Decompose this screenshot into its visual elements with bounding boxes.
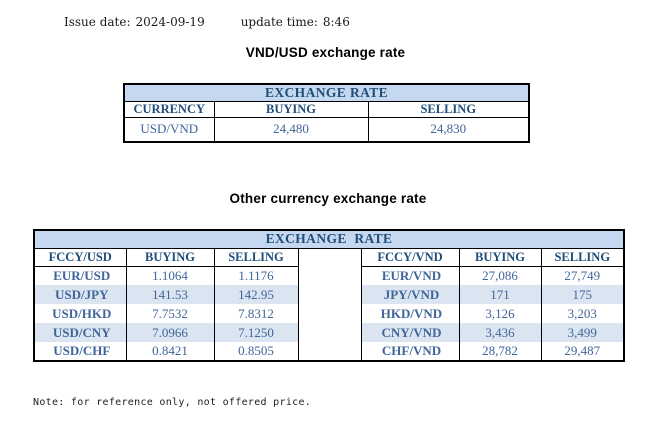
table-band-title: EXCHANGE RATE	[123, 83, 530, 102]
currency-pair-cell: USD/CNY	[33, 323, 127, 342]
buying-rate-cell: 0.8421	[125, 342, 215, 361]
table-row: USD/CHF 0.8421 0.8505 CHF/VND 28,782 29,…	[33, 342, 625, 361]
buying-rate-cell: 3,436	[458, 323, 542, 342]
currency-pair-cell: USD/CHF	[33, 342, 127, 361]
issue-date-value: 2024-09-19	[135, 15, 205, 29]
header-selling-left: SELLING	[213, 247, 299, 267]
selling-rate-cell: 3,499	[540, 323, 625, 342]
currency-pair-cell: HKD/VND	[360, 304, 460, 323]
table-row: USD/VND 24,480 24,830	[123, 117, 530, 142]
currency-pair-cell: EUR/USD	[33, 266, 127, 285]
spacer-column	[297, 247, 362, 362]
header-buying: BUYING	[213, 101, 369, 118]
other-currency-rate-table: EXCHANGE RATE FCCY/USD BUYING SELLING FC…	[33, 229, 626, 362]
selling-rate-cell: 0.8505	[213, 342, 299, 361]
selling-rate-cell: 175	[540, 285, 625, 304]
header-buying-right: BUYING	[458, 247, 542, 267]
buying-rate-cell: 141.53	[125, 285, 215, 304]
table-row: EUR/USD 1.1064 1.1176 EUR/VND 27,086 27,…	[33, 266, 625, 285]
selling-rate-cell: 7.1250	[213, 323, 299, 342]
table-band-title: EXCHANGE RATE	[33, 229, 625, 249]
table-row: USD/CNY 7.0966 7.1250 CNY/VND 3,436 3,49…	[33, 323, 625, 342]
table-header-row: FCCY/USD BUYING SELLING FCCY/VND BUYING …	[33, 247, 625, 362]
header-fccy-vnd: FCCY/VND	[360, 247, 460, 267]
buying-rate-cell: 27,086	[458, 266, 542, 285]
selling-rate-cell: 7.8312	[213, 304, 299, 323]
selling-rate-cell: 1.1176	[213, 266, 299, 285]
table-row: USD/HKD 7.7532 7.8312 HKD/VND 3,126 3,20…	[33, 304, 625, 323]
usd-vnd-rate-table: EXCHANGE RATE CURRENCY BUYING SELLING US…	[123, 83, 531, 143]
selling-rate-cell: 142.95	[213, 285, 299, 304]
selling-rate-cell: 24,830	[367, 117, 530, 142]
header-buying-left: BUYING	[125, 247, 215, 267]
header-currency: CURRENCY	[123, 101, 215, 118]
table-header-row: CURRENCY BUYING SELLING	[123, 101, 530, 118]
table-row: USD/JPY 141.53 142.95 JPY/VND 171 175	[33, 285, 625, 304]
header-selling-right: SELLING	[540, 247, 625, 267]
issue-info-line: Issue date: 2024-09-19 update time: 8:46	[64, 15, 350, 29]
header-selling: SELLING	[367, 101, 530, 118]
buying-rate-cell: 3,126	[458, 304, 542, 323]
buying-rate-cell: 171	[458, 285, 542, 304]
currency-pair-cell: USD/HKD	[33, 304, 127, 323]
buying-rate-cell: 1.1064	[125, 266, 215, 285]
other-currency-section-title: Other currency exchange rate	[229, 191, 427, 206]
buying-rate-cell: 24,480	[213, 117, 369, 142]
table-band-row: EXCHANGE RATE	[33, 229, 625, 249]
issue-date-label: Issue date:	[64, 15, 131, 29]
selling-rate-cell: 27,749	[540, 266, 625, 285]
currency-pair-cell: USD/JPY	[33, 285, 127, 304]
buying-rate-cell: 7.7532	[125, 304, 215, 323]
table-band-row: EXCHANGE RATE	[123, 83, 530, 102]
buying-rate-cell: 28,782	[458, 342, 542, 361]
currency-pair-cell: JPY/VND	[360, 285, 460, 304]
selling-rate-cell: 29,487	[540, 342, 625, 361]
currency-pair-cell: CHF/VND	[360, 342, 460, 361]
update-time-value: 8:46	[322, 15, 350, 29]
header-fccy-usd: FCCY/USD	[33, 247, 127, 267]
currency-pair-cell: CNY/VND	[360, 323, 460, 342]
currency-pair-cell: EUR/VND	[360, 266, 460, 285]
update-time-label: update time:	[240, 15, 318, 29]
buying-rate-cell: 7.0966	[125, 323, 215, 342]
reference-note: Note: for reference only, not offered pr…	[33, 397, 312, 408]
selling-rate-cell: 3,203	[540, 304, 625, 323]
currency-pair-cell: USD/VND	[123, 117, 215, 142]
usd-vnd-section-title: VND/USD exchange rate	[245, 45, 406, 60]
